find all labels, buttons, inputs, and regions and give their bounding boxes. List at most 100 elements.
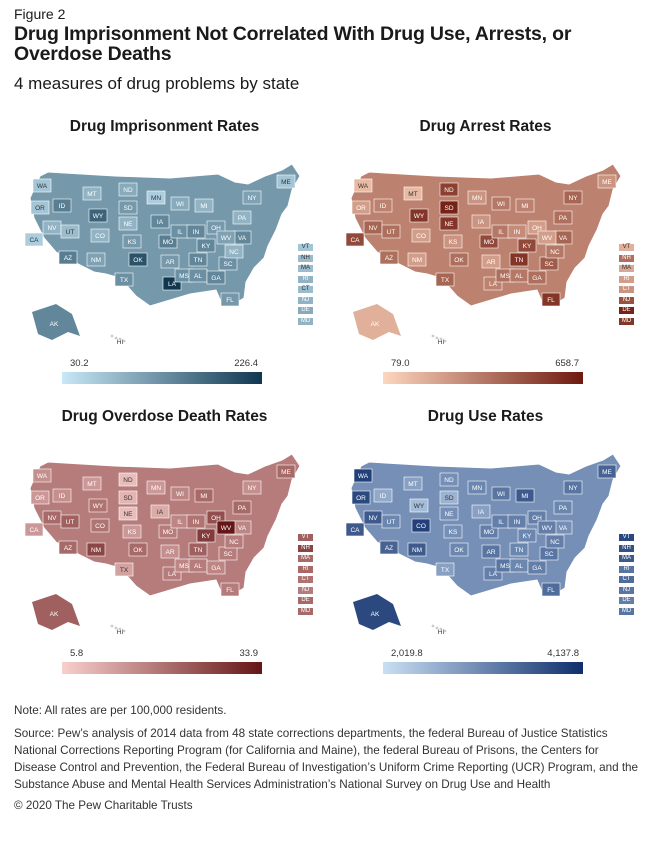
state-label: OR xyxy=(356,205,366,212)
state-label: MI xyxy=(521,203,528,210)
state-label: NY xyxy=(247,195,257,202)
state-label: WI xyxy=(176,201,184,208)
state-label: NV xyxy=(47,515,57,522)
state-wa xyxy=(353,468,373,483)
state-label: UT xyxy=(66,229,75,236)
northeast-state-box: NJ xyxy=(298,586,313,594)
state-label: PA xyxy=(559,215,568,222)
state-label: MO xyxy=(484,529,494,536)
state-ky xyxy=(517,528,537,543)
state-pa xyxy=(553,500,573,515)
northeast-state-box: VT xyxy=(619,244,634,251)
state-label: NM xyxy=(91,547,101,554)
state-me xyxy=(276,174,296,189)
state-nd xyxy=(439,472,459,487)
scale-max-label: 658.7 xyxy=(555,358,579,369)
state-wa xyxy=(32,468,52,483)
state-ak xyxy=(353,304,401,340)
state-ca xyxy=(24,522,44,537)
state-hi xyxy=(118,337,122,341)
state-wi xyxy=(170,486,190,501)
state-label: SD xyxy=(123,495,132,502)
state-label: VA xyxy=(238,525,247,532)
state-label: NM xyxy=(91,257,101,264)
state-label: ME xyxy=(602,469,612,476)
state-fl xyxy=(220,582,240,597)
northeast-state-box: MA xyxy=(298,555,313,562)
state-label: CA xyxy=(29,527,39,534)
state-label: AK xyxy=(50,321,59,328)
state-az xyxy=(58,540,78,555)
state-label: AL xyxy=(515,273,523,280)
state-label: HI xyxy=(117,339,124,346)
state-label: GA xyxy=(532,275,542,282)
state-label: UT xyxy=(387,519,396,526)
state-label: SD xyxy=(444,205,453,212)
state-label: NC xyxy=(229,249,239,256)
state-mn xyxy=(467,480,487,495)
state-label: MN xyxy=(472,195,482,202)
state-mi xyxy=(515,488,535,503)
state-hi xyxy=(122,339,126,343)
state-in xyxy=(507,224,527,239)
state-label: OH xyxy=(532,515,542,522)
state-mn xyxy=(146,190,166,205)
state-label: WA xyxy=(37,183,48,190)
state-label: MN xyxy=(472,485,482,492)
state-label: IL xyxy=(177,519,183,526)
state-label: NV xyxy=(47,225,57,232)
state-ny xyxy=(563,190,583,205)
state-label: KS xyxy=(128,529,137,536)
state-label: NE xyxy=(123,511,133,518)
state-label: CA xyxy=(29,237,39,244)
state-tn xyxy=(188,542,208,557)
state-hi xyxy=(443,339,447,343)
state-label: MI xyxy=(521,493,528,500)
state-nm xyxy=(407,542,427,557)
state-in xyxy=(507,514,527,529)
state-ga xyxy=(527,560,547,575)
state-hi xyxy=(114,626,118,630)
state-label: IL xyxy=(177,229,183,236)
state-id xyxy=(373,488,393,503)
state-label: LA xyxy=(168,281,177,288)
state-label: MI xyxy=(200,203,207,210)
state-nm xyxy=(86,542,106,557)
state-fl xyxy=(541,292,561,307)
state-label: CO xyxy=(416,523,426,530)
state-label: TX xyxy=(120,567,129,574)
state-wv xyxy=(537,520,557,535)
state-label: IN xyxy=(193,229,200,236)
figure-subtitle: 4 measures of drug problems by state xyxy=(14,74,300,93)
state-label: KY xyxy=(523,243,532,250)
state-label: MS xyxy=(179,563,189,570)
state-ny xyxy=(242,480,262,495)
state-wa xyxy=(353,178,373,193)
state-tn xyxy=(509,252,529,267)
state-label: ID xyxy=(59,493,66,500)
state-label: LA xyxy=(489,281,498,288)
color-scale: 79.0 658.7 xyxy=(383,358,583,384)
state-label: ID xyxy=(380,493,387,500)
state-label: CO xyxy=(95,233,105,240)
state-label: CA xyxy=(350,237,360,244)
state-label: WY xyxy=(414,503,425,510)
state-label: LA xyxy=(489,571,498,578)
state-label: MN xyxy=(151,485,161,492)
state-label: IA xyxy=(157,219,164,226)
state-label: ND xyxy=(444,187,454,194)
state-label: KS xyxy=(449,529,458,536)
state-ca xyxy=(345,522,365,537)
state-ks xyxy=(122,234,142,249)
state-label: AZ xyxy=(385,545,393,552)
state-label: FL xyxy=(547,297,555,304)
state-ut xyxy=(60,514,80,529)
state-sd xyxy=(439,490,459,505)
northeast-state-box: MA xyxy=(619,265,634,272)
state-ak xyxy=(32,304,80,340)
state-wi xyxy=(170,196,190,211)
state-label: HI xyxy=(438,629,445,636)
northeast-state-box: DE xyxy=(619,597,634,604)
northeast-state-box: DE xyxy=(298,307,313,314)
panel-title: Drug Use Rates xyxy=(427,408,544,425)
